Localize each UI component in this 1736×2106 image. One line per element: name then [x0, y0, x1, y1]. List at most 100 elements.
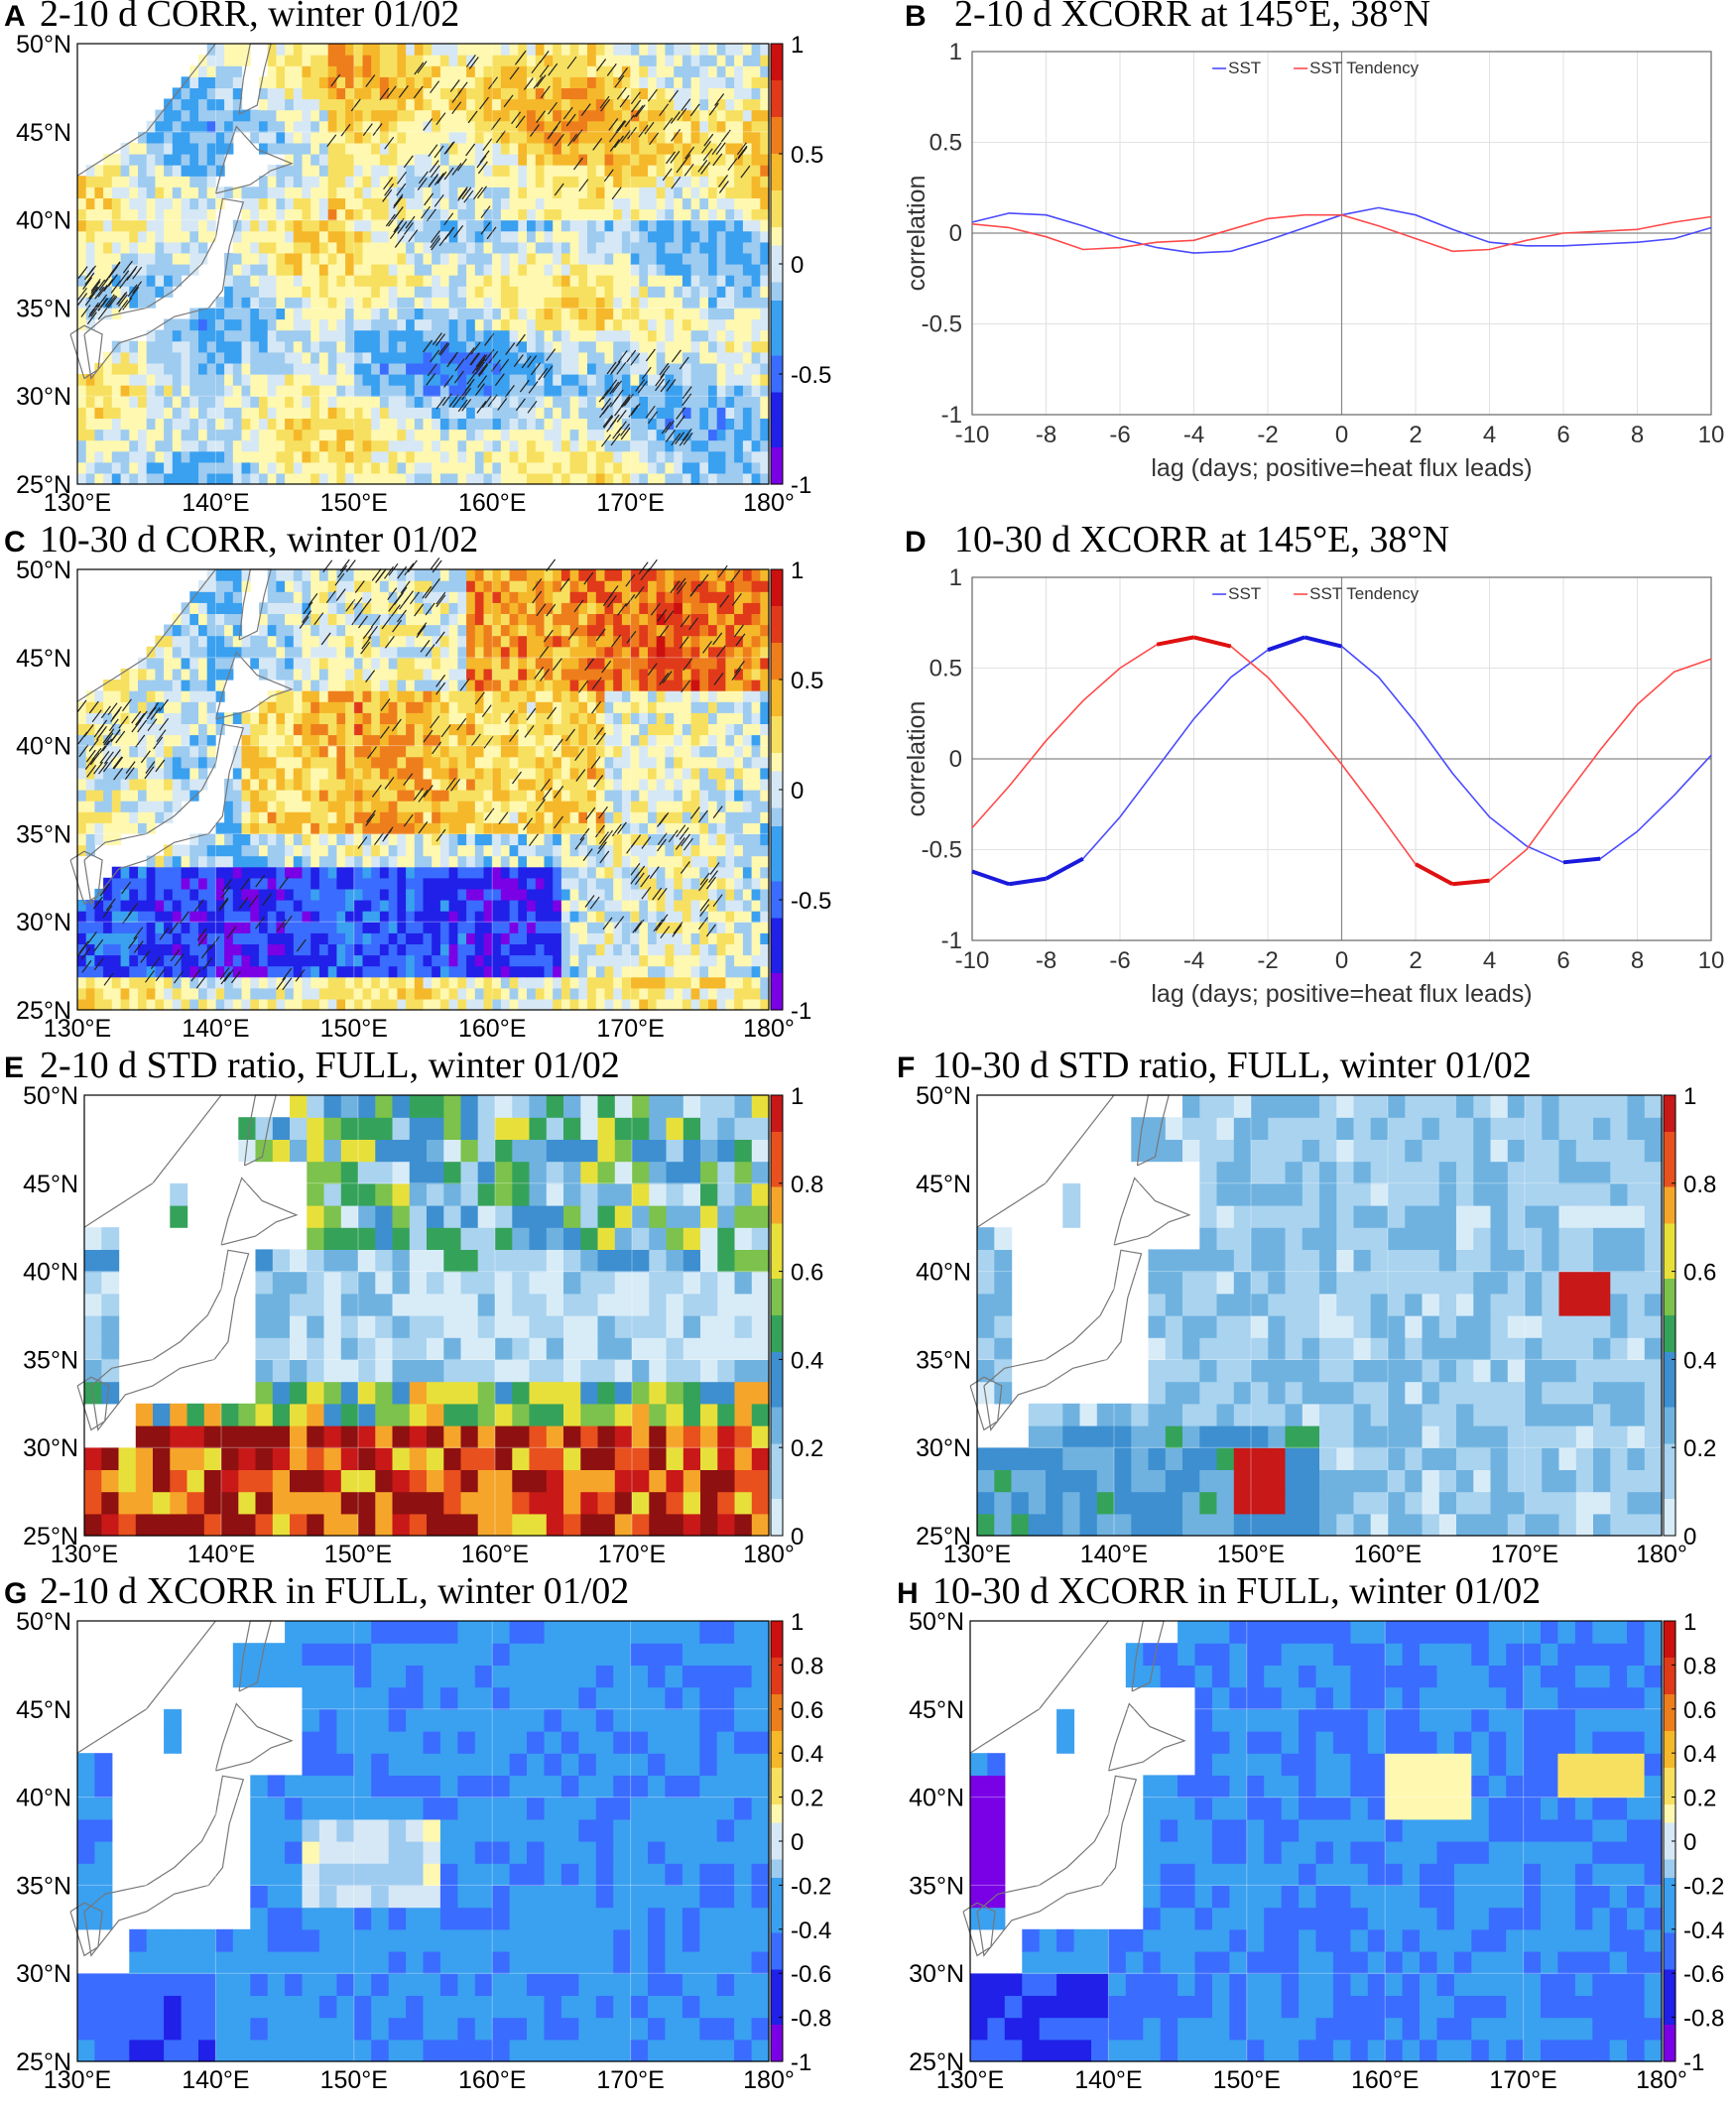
y-tick-label: 0.5: [930, 130, 962, 157]
y-tick-label: 40°N: [16, 207, 71, 235]
x-tick-label: 170°E: [1489, 2066, 1556, 2094]
colorbar-tick-label: -0.6: [791, 1961, 831, 1988]
colorbar-tick-label: 0: [791, 252, 804, 279]
y-tick-label: 25°N: [16, 997, 71, 1025]
x-tick-label: 180°: [1636, 1541, 1687, 1568]
colorbar-tick-label: -0.2: [791, 1873, 831, 1900]
panel-F-letter: F: [897, 1052, 915, 1085]
y-tick-label: 0.5: [930, 656, 962, 682]
x-tick-label: 4: [1483, 422, 1496, 448]
colorbar: [771, 44, 783, 485]
significant-segment: [1563, 859, 1600, 863]
x-tick-label: 4: [1483, 947, 1496, 974]
colorbar-tick-label: 0: [1683, 1829, 1696, 1856]
y-tick-label: 45°N: [23, 1171, 78, 1198]
field-grid: [77, 1621, 770, 2062]
y-tick-label: 30°N: [16, 383, 71, 411]
coastline: [1108, 1704, 1184, 1772]
x-tick-label: -2: [1257, 947, 1278, 974]
coastline: [1114, 1178, 1189, 1246]
x-tick-label: 140°E: [182, 1015, 249, 1043]
x-tick-label: 160°E: [458, 1015, 526, 1043]
field-grid: [977, 1095, 1663, 1537]
x-tick-label: 2: [1409, 422, 1422, 448]
legend-label: SST: [1228, 584, 1261, 603]
x-tick-label: -8: [1036, 422, 1056, 448]
coastline: [70, 851, 102, 904]
panel-A-title: 2-10 d CORR, winter 01/02: [40, 0, 459, 36]
colorbar-tick-label: 0.6: [1683, 1260, 1716, 1287]
coastline: [77, 1621, 215, 1753]
significant-segment: [972, 871, 1009, 884]
legend-label: SST Tendency: [1309, 59, 1419, 77]
colorbar-tick-label: -0.5: [791, 362, 831, 389]
colorbar-tick-label: 0.8: [1683, 1653, 1716, 1679]
colorbar: [771, 1095, 783, 1537]
x-tick-label: 140°E: [182, 2066, 249, 2094]
coastline: [977, 1095, 1114, 1227]
field-grid: [84, 1095, 770, 1537]
panel-F-title: 10-30 d STD ratio, FULL, winter 01/02: [932, 1044, 1532, 1087]
x-tick-label: 10: [1698, 947, 1725, 974]
y-tick-label: 45°N: [16, 1696, 71, 1724]
x-tick-label: -4: [1183, 422, 1204, 448]
colorbar-tick-label: 0.5: [791, 142, 823, 169]
y-tick-label: 40°N: [16, 733, 71, 761]
y-tick-label: -0.5: [922, 837, 962, 864]
panel-H-letter: H: [897, 1577, 919, 1611]
x-tick-label: -2: [1257, 422, 1278, 448]
x-tick-label: 10: [1698, 422, 1725, 448]
x-tick-label: 6: [1556, 947, 1569, 974]
y-tick-label: 0: [949, 746, 962, 773]
x-tick-label: 150°E: [1213, 2066, 1281, 2094]
colorbar-tick-label: 0.2: [1683, 1435, 1716, 1462]
y-tick-label: 45°N: [916, 1171, 971, 1198]
colorbar-tick-label: 1: [1683, 1609, 1696, 1636]
y-tick-label: 25°N: [23, 1523, 78, 1550]
y-tick-label: 40°N: [909, 1785, 964, 1812]
significant-segment: [1009, 879, 1046, 884]
colorbar: [771, 1621, 783, 2062]
colorbar-tick-label: -0.8: [1683, 2006, 1724, 2033]
significant-segment: [1452, 881, 1489, 885]
panel-D-title: 10-30 d XCORR at 145°E, 38°N: [954, 518, 1449, 561]
y-tick-label: 35°N: [16, 1872, 71, 1900]
colorbar-tick-label: 1: [791, 557, 804, 584]
x-tick-label: 0: [1335, 947, 1348, 974]
colorbar-tick-label: 0.4: [791, 1741, 823, 1768]
colorbar-tick-label: 0.6: [791, 1697, 823, 1724]
colorbar: [1664, 1095, 1675, 1537]
panel-D-letter: D: [905, 526, 927, 559]
x-tick-label: 180°: [743, 2066, 795, 2094]
colorbar-tick-label: -0.8: [791, 2006, 831, 2033]
coastline: [70, 325, 102, 378]
significant-segment: [1157, 637, 1193, 644]
y-tick-label: -1: [941, 928, 962, 954]
x-tick-label: 180°: [743, 1015, 795, 1043]
y-tick-label: 1: [949, 39, 962, 65]
panel-B-letter: B: [905, 0, 927, 34]
x-tick-label: 170°E: [1491, 1541, 1558, 1568]
y-tick-label: 25°N: [16, 471, 71, 499]
x-tick-label: 170°E: [598, 1541, 666, 1568]
significant-segment: [1304, 637, 1341, 646]
panel-C-title: 10-30 d CORR, winter 01/02: [40, 518, 478, 561]
x-tick-label: 170°E: [596, 489, 664, 517]
colorbar-tick-label: 0: [1683, 1524, 1696, 1550]
x-tick-label: 150°E: [324, 1541, 392, 1568]
panel-H-title: 10-30 d XCORR in FULL, winter 01/02: [932, 1569, 1541, 1613]
colorbar-tick-label: 0.4: [1683, 1741, 1716, 1768]
x-tick-label: 180°: [743, 1541, 795, 1568]
x-tick-label: -6: [1109, 947, 1130, 974]
y-tick-label: 30°N: [16, 1960, 71, 1988]
x-tick-label: -6: [1109, 422, 1130, 448]
colorbar-tick-label: 0.8: [791, 1172, 823, 1198]
